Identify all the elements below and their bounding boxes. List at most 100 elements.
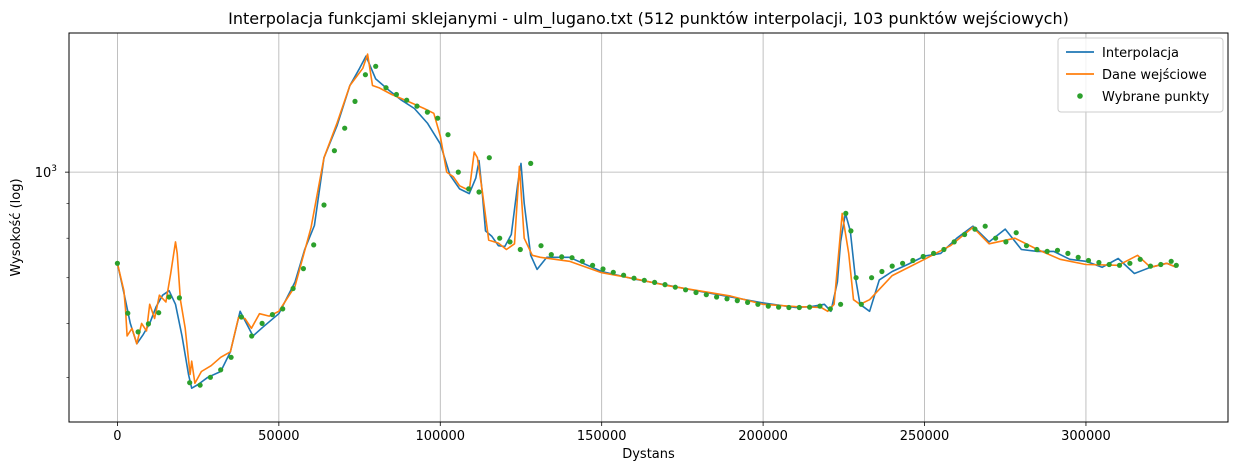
selected-point (853, 275, 859, 281)
selected-point (962, 231, 968, 238)
selected-point (807, 304, 813, 310)
selected-point (1075, 254, 1081, 260)
selected-point (734, 298, 740, 304)
selected-point (156, 310, 162, 316)
selected-point (590, 262, 596, 268)
selected-point (497, 235, 503, 241)
selected-point (683, 287, 689, 293)
selected-point (600, 266, 606, 272)
selected-point (145, 321, 151, 327)
selected-point (507, 239, 513, 245)
plot-frame (68, 32, 1229, 423)
selected-point (755, 301, 761, 307)
selected-point (848, 228, 854, 234)
selected-point (166, 294, 172, 300)
selected-point (662, 282, 668, 288)
x-tick-label: 0 (113, 429, 121, 444)
chart-title: Interpolacja funkcjami sklejanymi - ulm_… (228, 9, 1069, 29)
selected-point (714, 294, 720, 300)
selected-point (1147, 263, 1154, 269)
selected-point (1137, 256, 1143, 262)
selected-point (569, 255, 575, 261)
x-tick-label: 250000 (900, 429, 950, 444)
selected-point (414, 103, 420, 109)
series-layer (114, 53, 1179, 389)
selected-point (176, 295, 182, 301)
selected-point (383, 85, 389, 91)
selected-point (869, 275, 875, 281)
selected-point (238, 314, 244, 320)
selected-point (197, 382, 203, 388)
selected-point (920, 253, 926, 260)
selected-point (528, 160, 534, 166)
selected-point (538, 243, 544, 249)
legend: Interpolacja Dane wejściowe Wybrane punkty (1057, 37, 1224, 113)
selected-point (982, 223, 988, 229)
selected-point (724, 296, 730, 302)
selected-point (269, 312, 275, 318)
tick-layer: 0 50000 100000 150000 200000 250000 300000 103 (35, 164, 1111, 444)
selected-point (693, 289, 699, 296)
selected-point (843, 210, 849, 216)
selected-point (889, 263, 895, 269)
selected-point (342, 125, 348, 131)
selected-point (259, 320, 265, 326)
selected-point (703, 292, 709, 298)
selected-point (631, 275, 637, 281)
selected-point (290, 285, 296, 292)
selected-point (321, 202, 327, 208)
selected-point (827, 306, 833, 312)
selected-point (486, 155, 492, 161)
x-axis-label: Dystans (622, 447, 675, 462)
selected-point (466, 186, 472, 192)
selected-point (373, 63, 379, 69)
selected-point (1085, 257, 1092, 264)
selected-point (817, 303, 823, 309)
x-tick-label: 150000 (577, 429, 627, 444)
selected-point (1013, 230, 1019, 236)
selected-point (941, 246, 947, 253)
selected-point (135, 329, 141, 335)
selected-point (579, 258, 585, 264)
selected-point (218, 367, 224, 373)
selected-point (548, 252, 554, 258)
legend-selected-points-swatch (1077, 93, 1083, 99)
legend-label: Dane wejściowe (1102, 68, 1207, 83)
selected-point (786, 304, 792, 311)
selected-point (910, 257, 916, 264)
selected-point (1034, 246, 1040, 253)
selected-point (1044, 248, 1050, 254)
selected-point (1023, 243, 1030, 249)
selected-point (114, 260, 120, 266)
selected-point (672, 284, 678, 290)
selected-point (972, 226, 978, 232)
selected-point (300, 266, 306, 272)
selected-point (879, 268, 885, 275)
selected-point (1127, 260, 1133, 266)
legend-label: Wybrane punkty (1102, 90, 1210, 105)
selected-point (652, 279, 658, 285)
legend-label: Interpolacja (1102, 46, 1179, 61)
selected-point (207, 374, 213, 380)
selected-point (435, 115, 441, 121)
y-tick-label: 103 (35, 164, 57, 181)
selected-point (621, 272, 627, 278)
selected-point (776, 304, 782, 310)
selected-point (1173, 262, 1179, 268)
selected-point (1168, 258, 1174, 264)
selected-point (445, 132, 451, 138)
selected-point (517, 246, 523, 253)
selected-point (455, 169, 461, 175)
selected-point (125, 310, 131, 316)
selected-point (362, 72, 368, 78)
selected-point (1054, 247, 1061, 253)
selected-point (900, 260, 906, 266)
selected-point (476, 189, 482, 195)
selected-point (1096, 259, 1102, 266)
x-tick-label: 100000 (415, 429, 465, 444)
selected-point (559, 254, 565, 260)
selected-point (838, 301, 844, 307)
